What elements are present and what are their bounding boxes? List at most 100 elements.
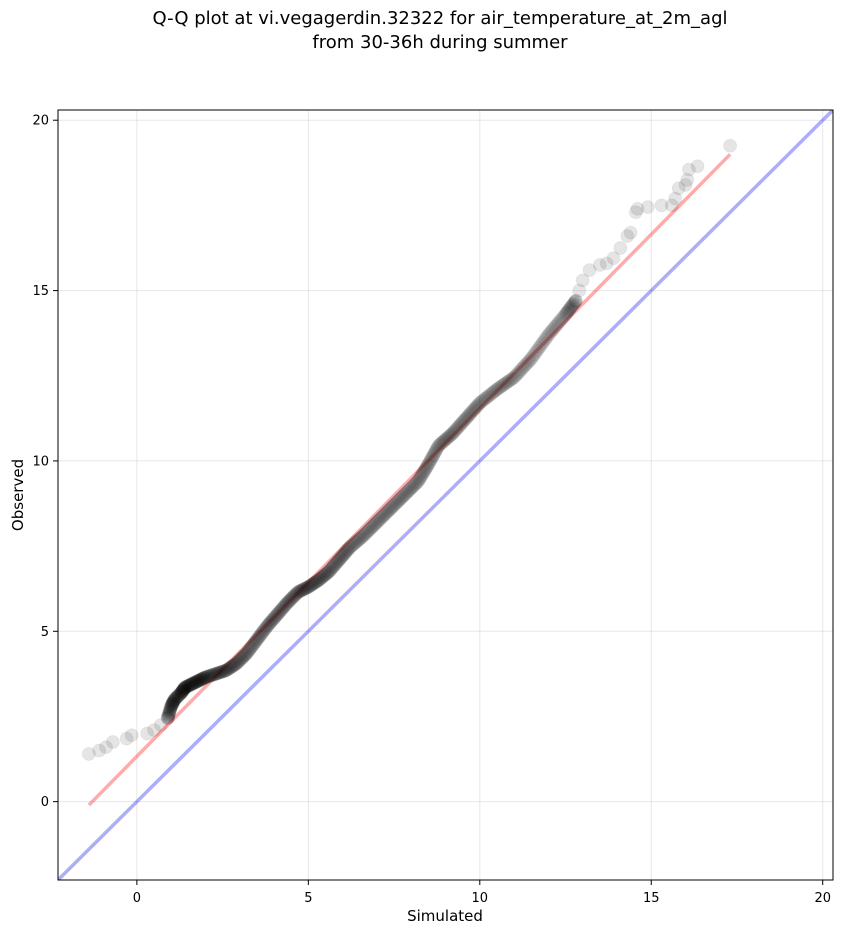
data-point bbox=[582, 263, 597, 278]
data-point bbox=[255, 625, 270, 640]
data-point bbox=[162, 706, 177, 721]
data-point bbox=[336, 547, 351, 562]
data-point bbox=[202, 668, 217, 683]
data-point bbox=[487, 384, 502, 399]
data-point bbox=[292, 584, 307, 599]
data-point bbox=[308, 575, 323, 590]
data-point bbox=[557, 309, 572, 324]
data-point bbox=[164, 698, 179, 713]
data-point bbox=[668, 191, 683, 206]
data-point bbox=[288, 587, 303, 602]
data-point bbox=[389, 495, 404, 510]
data-point bbox=[231, 654, 246, 669]
data-point bbox=[509, 367, 524, 382]
data-point bbox=[494, 379, 509, 394]
data-point bbox=[301, 579, 316, 594]
data-point bbox=[475, 393, 490, 408]
data-point bbox=[203, 668, 218, 683]
data-point bbox=[344, 538, 359, 553]
data-point bbox=[568, 293, 583, 308]
data-point bbox=[285, 591, 300, 606]
data-point bbox=[429, 443, 444, 458]
data-point bbox=[400, 484, 415, 499]
data-point bbox=[119, 731, 134, 746]
data-point bbox=[552, 314, 567, 329]
data-point bbox=[208, 666, 223, 681]
data-point bbox=[492, 380, 507, 395]
data-point bbox=[422, 455, 437, 470]
data-point bbox=[350, 533, 365, 548]
data-point bbox=[363, 522, 378, 537]
data-point bbox=[177, 681, 192, 696]
data-point bbox=[262, 616, 277, 631]
x-tick-label: 10 bbox=[472, 891, 489, 906]
data-point bbox=[373, 511, 388, 526]
data-point bbox=[371, 514, 386, 529]
data-point bbox=[275, 601, 290, 616]
data-point bbox=[214, 664, 229, 679]
data-point bbox=[279, 596, 294, 611]
data-point bbox=[383, 501, 398, 516]
data-point bbox=[161, 707, 176, 722]
data-point bbox=[258, 621, 273, 636]
data-point bbox=[559, 306, 574, 321]
data-point bbox=[469, 399, 484, 414]
data-point bbox=[176, 682, 191, 697]
data-point bbox=[441, 429, 456, 444]
data-point bbox=[256, 623, 271, 638]
data-point bbox=[168, 691, 183, 706]
data-point bbox=[209, 666, 224, 681]
data-point bbox=[447, 424, 462, 439]
data-point bbox=[187, 675, 202, 690]
data-point bbox=[488, 383, 503, 398]
data-point bbox=[182, 678, 197, 693]
y-tick-label: 20 bbox=[32, 114, 49, 129]
data-point bbox=[81, 746, 96, 761]
data-point bbox=[171, 689, 186, 704]
data-point bbox=[472, 396, 487, 411]
data-point bbox=[305, 577, 320, 592]
data-point bbox=[179, 679, 194, 694]
data-point bbox=[290, 585, 305, 600]
data-point bbox=[173, 686, 188, 701]
x-tick-label: 15 bbox=[643, 891, 660, 906]
data-point bbox=[226, 658, 241, 673]
data-point bbox=[295, 582, 310, 597]
data-point bbox=[229, 656, 244, 671]
data-point bbox=[304, 577, 319, 592]
data-point bbox=[185, 676, 200, 691]
data-point bbox=[339, 544, 354, 559]
data-point bbox=[183, 677, 198, 692]
data-point bbox=[537, 333, 552, 348]
data-point bbox=[572, 283, 587, 298]
data-point bbox=[254, 627, 269, 642]
data-point bbox=[192, 673, 207, 688]
data-point bbox=[424, 451, 439, 466]
data-point bbox=[426, 447, 441, 462]
data-point bbox=[317, 568, 332, 583]
data-point bbox=[267, 610, 282, 625]
data-point bbox=[249, 632, 264, 647]
data-point bbox=[388, 497, 403, 512]
data-point bbox=[252, 629, 267, 644]
data-point bbox=[404, 481, 419, 496]
data-point bbox=[430, 440, 445, 455]
data-point bbox=[428, 444, 443, 459]
data-point bbox=[247, 636, 262, 651]
chart-title-line-2: from 30-36h during summer bbox=[312, 32, 568, 53]
data-point bbox=[163, 702, 178, 717]
data-point bbox=[196, 671, 211, 686]
data-point bbox=[147, 723, 162, 738]
data-point bbox=[357, 527, 372, 542]
data-point bbox=[405, 480, 420, 495]
data-point bbox=[361, 523, 376, 538]
data-point bbox=[327, 558, 342, 573]
data-point bbox=[315, 569, 330, 584]
y-axis-label: Observed bbox=[9, 459, 27, 531]
data-point bbox=[248, 635, 263, 650]
data-point bbox=[395, 490, 410, 505]
data-point bbox=[558, 307, 573, 322]
data-point bbox=[325, 560, 340, 575]
data-point bbox=[186, 676, 201, 691]
